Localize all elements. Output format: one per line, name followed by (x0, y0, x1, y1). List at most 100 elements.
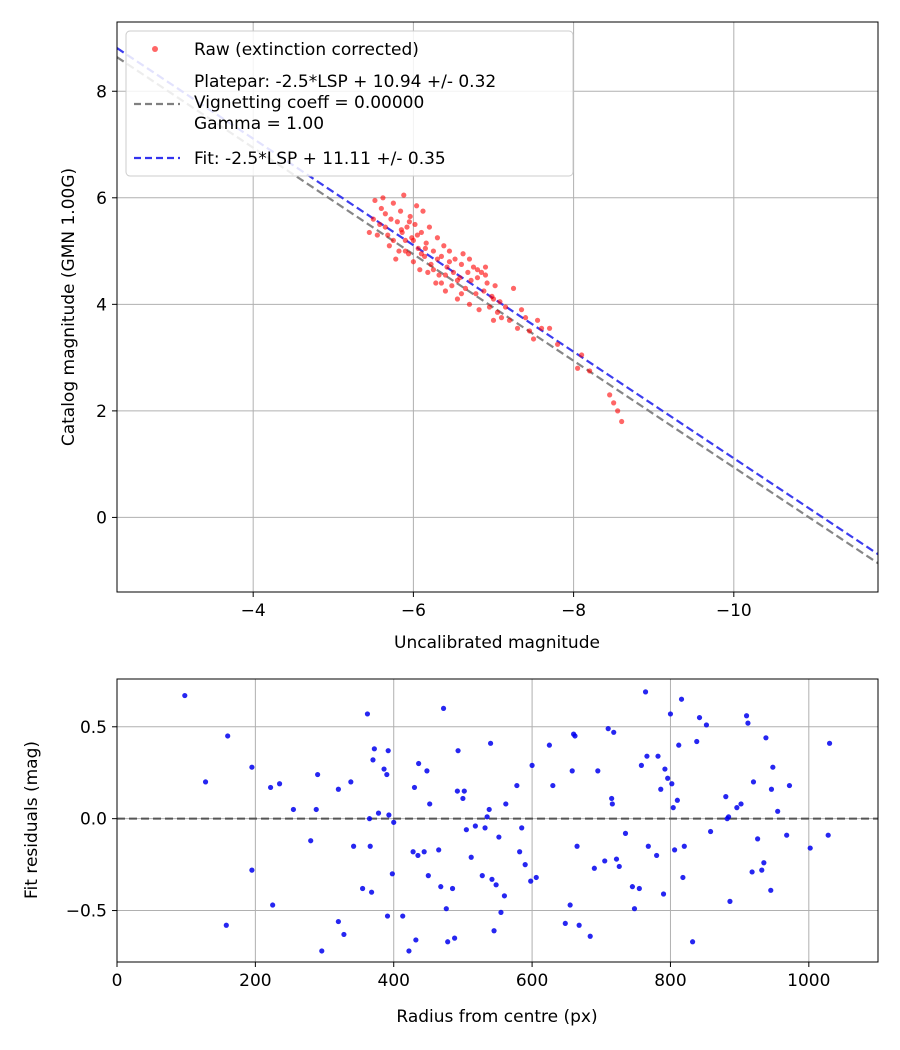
data-point (474, 275, 481, 281)
data-point (368, 889, 375, 895)
data-point (414, 232, 420, 238)
data-point (476, 307, 482, 313)
data-point (442, 272, 449, 278)
data-point (574, 843, 580, 849)
data-point (595, 768, 601, 774)
x-tick-label: −8 (561, 601, 586, 621)
data-point (514, 325, 521, 331)
y-tick-label: 8 (96, 82, 107, 102)
data-point (390, 200, 396, 206)
data-point (529, 762, 535, 768)
data-point (384, 771, 390, 778)
data-point (768, 786, 775, 792)
data-point (676, 742, 682, 748)
legend-box (125, 30, 574, 177)
x-tick-label: −6 (401, 601, 426, 621)
data-point (415, 852, 421, 859)
data-point (398, 227, 404, 233)
data-point (486, 806, 492, 813)
data-point (452, 935, 458, 941)
data-point (418, 251, 424, 257)
data-point (703, 722, 710, 728)
data-point (575, 365, 581, 371)
data-point (384, 913, 391, 919)
data-point (400, 913, 406, 919)
data-point (510, 285, 517, 291)
data-point (335, 918, 341, 925)
data-point (249, 764, 255, 770)
data-point (770, 764, 776, 770)
data-point (433, 280, 439, 286)
data-point (482, 272, 489, 278)
data-point (498, 315, 505, 321)
data-point (422, 245, 429, 252)
data-point (506, 317, 513, 323)
data-point (784, 832, 790, 838)
data-point (631, 906, 638, 912)
data-point (182, 692, 188, 699)
y-tick-label: 0.0 (80, 810, 107, 830)
data-point (413, 203, 420, 209)
data-point (622, 830, 629, 836)
data-point (290, 806, 297, 813)
data-point (609, 801, 615, 807)
data-point (377, 221, 383, 228)
data-point (662, 766, 668, 772)
data-point (493, 882, 499, 888)
top-axes-frame (116, 21, 879, 593)
data-point (745, 720, 751, 726)
bottom-axes-frame (116, 678, 879, 963)
data-point (611, 729, 617, 735)
data-point (484, 280, 490, 286)
data-point (417, 267, 423, 273)
y-tick-label: −0.5 (66, 902, 107, 922)
data-point (546, 742, 552, 748)
data-point (755, 836, 761, 842)
x-tick-label: 600 (516, 971, 548, 991)
data-point (530, 336, 537, 342)
data-point (410, 849, 416, 855)
data-point (518, 307, 525, 313)
data-point (496, 834, 502, 840)
top-tick-labels: −4 −6 −8 −10 0 2 4 6 8 (96, 82, 752, 621)
data-point (611, 400, 617, 406)
data-point (386, 812, 392, 818)
data-point (370, 216, 376, 222)
data-point (694, 738, 700, 745)
data-point (366, 816, 373, 822)
bottom-tick-labels: 0 200 400 600 800 1000 −0.5 0.0 0.5 (66, 718, 831, 991)
data-point (386, 243, 392, 249)
data-point (759, 867, 765, 873)
data-point (463, 827, 469, 833)
data-point (381, 766, 387, 772)
data-point (434, 235, 441, 241)
data-point (807, 845, 813, 851)
data-point (446, 259, 453, 265)
data-point (470, 264, 477, 270)
data-point (443, 906, 449, 912)
data-point (380, 195, 386, 201)
data-point (468, 277, 474, 283)
data-point (371, 746, 377, 752)
legend-label-raw: Raw (extinction corrected) (194, 40, 419, 60)
data-point (660, 891, 667, 897)
y-tick-label: 0 (96, 508, 107, 528)
data-point (420, 208, 426, 214)
data-point (385, 748, 391, 754)
data-point (494, 309, 501, 315)
data-point (466, 256, 473, 262)
data-point (441, 243, 447, 249)
data-point (743, 713, 750, 719)
data-point (388, 216, 394, 222)
data-point (465, 269, 471, 275)
data-point (486, 304, 493, 310)
data-point (615, 408, 621, 414)
legend-platepar-line: Platepar: -2.5*LSP + 10.94 +/- 0.32 (194, 72, 496, 92)
data-point (445, 939, 451, 945)
x-tick-label: 1000 (787, 971, 830, 991)
bottom-y-axis-label: Fit residuals (mag) (22, 741, 42, 899)
data-point (670, 805, 676, 811)
bottom-scatter-points (182, 689, 833, 954)
data-point (491, 928, 497, 934)
data-point (638, 762, 644, 768)
